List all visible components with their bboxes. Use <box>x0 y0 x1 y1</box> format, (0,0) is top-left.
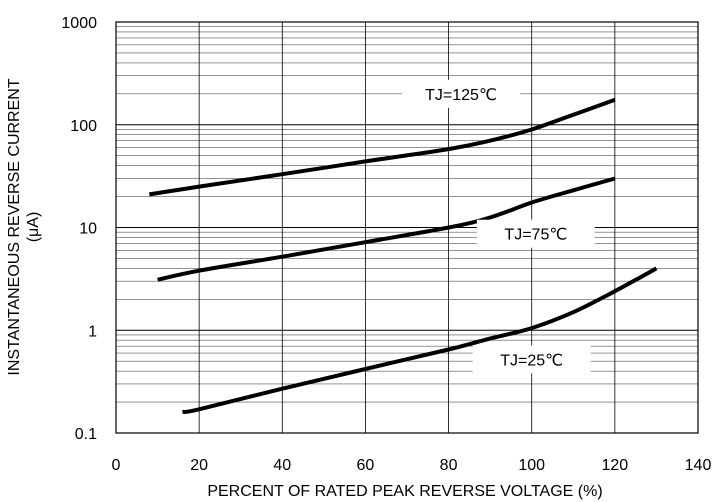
x-tick-label: 140 <box>685 457 712 474</box>
x-axis-label: PERCENT OF RATED PEAK REVERSE VOLTAGE (%… <box>207 483 602 500</box>
x-tick-label: 40 <box>273 457 291 474</box>
series-label-tj-125c: TJ=125℃ <box>425 87 497 104</box>
y-axis-label: INSTANTANEOUS REVERSE CURRENT <box>6 78 23 375</box>
series-label-background <box>472 345 591 374</box>
plot-frame <box>115 21 699 434</box>
x-tick-label: 0 <box>112 457 121 474</box>
series-label-background <box>402 79 521 108</box>
x-tick-labels: 0 20 40 60 80 100 120 140 <box>112 457 712 474</box>
series-label-background <box>476 219 595 248</box>
series-labels: TJ=125℃ TJ=75℃ TJ=25℃ <box>402 79 595 374</box>
y-tick-label: 1 <box>88 323 97 340</box>
series-label-tj-75c: TJ=75℃ <box>504 227 567 244</box>
curve-tj-75c <box>157 176 616 282</box>
y-tick-label: 0.1 <box>75 426 97 443</box>
x-tick-label: 20 <box>190 457 208 474</box>
series-label-tj-25c: TJ=25℃ <box>500 352 563 369</box>
y-tick-label: 1000 <box>61 15 97 32</box>
x-tick-label: 120 <box>602 457 629 474</box>
x-tick-label: 80 <box>440 457 458 474</box>
curve-tj-25c <box>182 266 658 414</box>
y-axis-unit-label: (μA) <box>25 212 42 243</box>
y-tick-labels: 0.1 1 10 100 1000 <box>61 15 97 443</box>
x-tick-label: 60 <box>357 457 375 474</box>
y-tick-label: 10 <box>79 221 97 238</box>
series-curves <box>148 97 658 414</box>
curve-tj-125c <box>148 97 616 197</box>
x-tick-label: 100 <box>518 457 545 474</box>
y-tick-label: 100 <box>70 118 97 135</box>
